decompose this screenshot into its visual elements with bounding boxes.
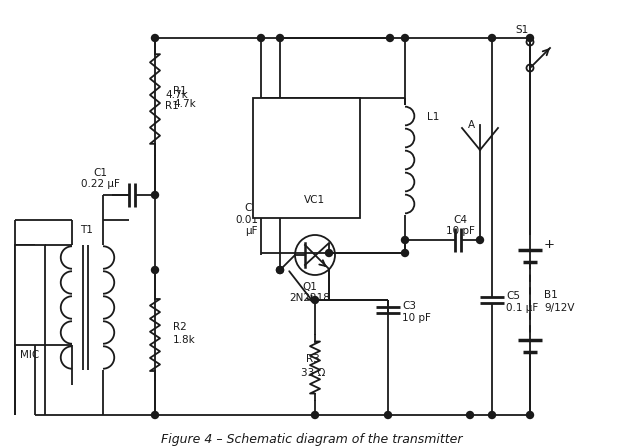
Text: +: + [544,239,555,252]
Text: C1: C1 [244,203,258,213]
Circle shape [401,249,409,257]
Circle shape [489,412,496,418]
Circle shape [151,412,159,418]
Text: μF: μF [246,226,258,236]
Bar [15,245,45,345]
Text: C1: C1 [93,168,107,178]
Text: R1: R1 [165,101,179,111]
Text: A: A [468,120,475,130]
Circle shape [151,191,159,198]
Text: L1: L1 [427,112,439,122]
Circle shape [311,412,319,418]
Text: S1: S1 [516,25,529,35]
Text: 33 Ω: 33 Ω [301,368,325,378]
Circle shape [311,296,319,304]
Circle shape [526,412,534,418]
Text: 0.01: 0.01 [235,215,258,225]
Circle shape [276,266,284,274]
Text: R2: R2 [173,322,187,332]
Text: 0.1 μF: 0.1 μF [506,303,538,313]
Text: T1: T1 [81,225,94,235]
Text: C3: C3 [402,301,416,311]
Text: R3: R3 [306,354,320,364]
Text: Q1: Q1 [302,282,318,292]
Bar [253,98,360,218]
Circle shape [476,236,484,244]
Circle shape [489,34,496,42]
Circle shape [466,412,474,418]
Text: C4: C4 [453,215,467,225]
Text: 10 pF: 10 pF [446,226,474,236]
Text: B1: B1 [544,290,558,300]
Text: R1: R1 [173,86,187,96]
Text: 10 pF: 10 pF [402,313,431,323]
Text: MIC: MIC [21,350,39,360]
Circle shape [386,34,394,42]
Text: 0.22 μF: 0.22 μF [81,179,119,189]
Text: 9/12V: 9/12V [544,303,574,313]
Text: C5: C5 [506,291,520,301]
Circle shape [326,249,332,257]
Text: 2N2218: 2N2218 [289,293,331,303]
Circle shape [258,34,264,42]
Circle shape [526,34,534,42]
Text: Figure 4 – Schematic diagram of the transmitter: Figure 4 – Schematic diagram of the tran… [161,434,462,447]
Text: VC1: VC1 [304,195,325,205]
Circle shape [151,34,159,42]
Circle shape [384,412,391,418]
Circle shape [276,34,284,42]
Circle shape [401,34,409,42]
Text: 4.7k: 4.7k [165,90,188,100]
Circle shape [276,266,284,274]
Circle shape [151,266,159,274]
Circle shape [401,236,409,244]
Text: 4.7k: 4.7k [173,99,196,109]
Text: 1.8k: 1.8k [173,335,196,345]
